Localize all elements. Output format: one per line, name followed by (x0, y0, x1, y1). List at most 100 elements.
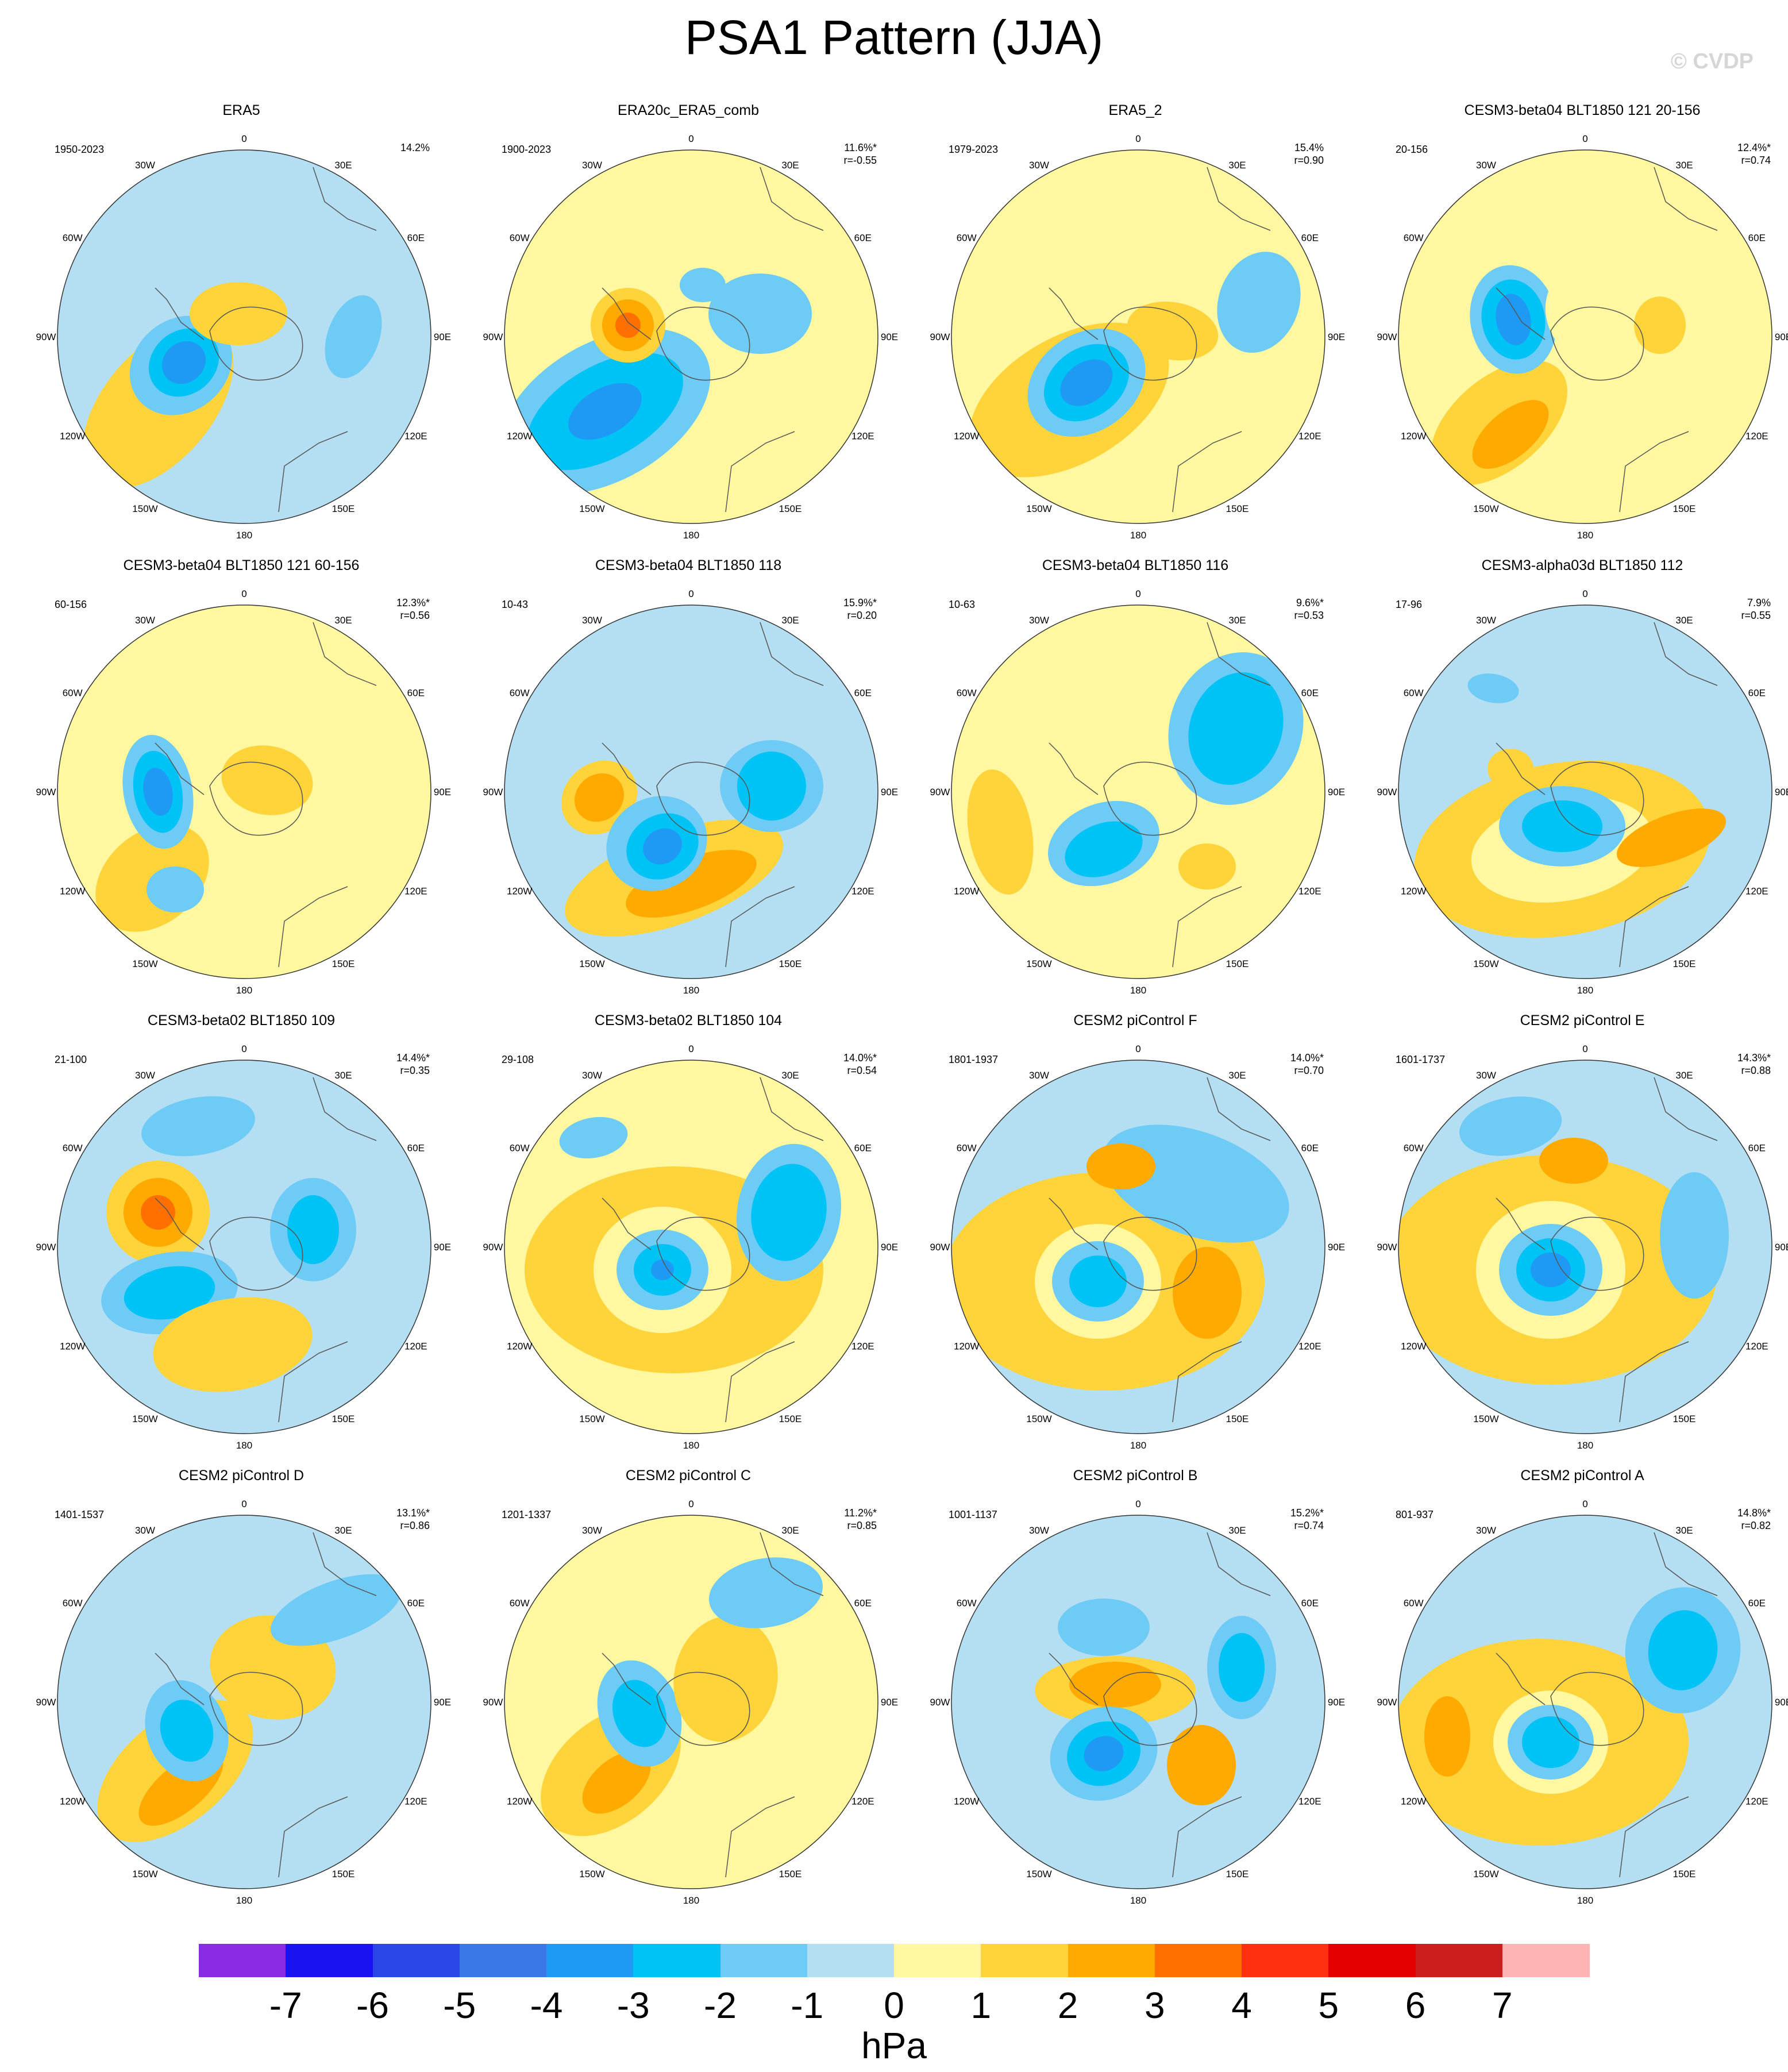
anomaly-contour (141, 1096, 255, 1157)
panel-pattern-correlation: r=0.88 (1741, 1065, 1771, 1076)
panel-pattern-correlation: r=-0.55 (843, 155, 877, 166)
longitude-label: 120E (1298, 886, 1321, 897)
coastline (1496, 167, 1718, 513)
polar-map: 0 30E 60E 90E 120E 150E 180 150W 120W 90W 60W 30W (1377, 1499, 1788, 1906)
longitude-label: 120W (1401, 431, 1426, 442)
panel-title: ERA5 (222, 102, 260, 118)
colorbar-units: hPa (861, 2025, 927, 2066)
longitude-label: 120E (1298, 1796, 1321, 1807)
anomaly-contour (287, 1195, 339, 1264)
panel-stats: 7.9% r=0.55 (1741, 596, 1771, 622)
panel-title: CESM2 piControl E (1520, 1012, 1645, 1029)
anomaly-contour (582, 1751, 651, 1814)
colorbar-tick-label: 4 (1231, 1985, 1252, 2026)
longitude-label: 60W (63, 1598, 83, 1609)
map-panel: ERA5_2 1979-2023 15.4% r=0.90 0 30E 60E 90E 120E… (923, 102, 1348, 550)
longitude-label: 60W (957, 1143, 977, 1154)
anomaly-contour (1127, 301, 1219, 361)
panel-title: ERA20c_ERA5_comb (618, 102, 759, 118)
map-panel: CESM3-beta02 BLT1850 104 29-108 14.0%* r=0.… (476, 1012, 901, 1461)
anomaly-contour (626, 850, 757, 918)
longitude-label: 120W (1401, 886, 1426, 897)
longitude-label: 90E (1328, 787, 1345, 798)
panel-pattern-correlation: r=0.53 (1294, 610, 1324, 621)
longitude-label: 120E (851, 886, 874, 897)
map-panel: CESM2 piControl D 1401-1537 13.1%* r=0.86 0 3… (29, 1468, 454, 1916)
longitude-label: 180 (1130, 985, 1146, 996)
longitude-label: 150E (779, 958, 802, 969)
map-boundary (57, 149, 431, 524)
longitude-label: 120W (954, 886, 979, 897)
anomaly-contour (1086, 1143, 1155, 1189)
longitude-label: 0 (1582, 133, 1587, 144)
longitude-label: 0 (1135, 588, 1140, 599)
panel-pattern-correlation: r=0.74 (1741, 155, 1771, 166)
longitude-label: 30E (1228, 615, 1246, 626)
longitude-label: 120W (954, 1796, 979, 1807)
anomaly-contour (270, 1574, 402, 1646)
longitude-label: 90E (881, 1697, 898, 1708)
coastline (155, 167, 377, 513)
longitude-label: 120E (851, 431, 874, 442)
anomaly-contour (568, 383, 642, 440)
longitude-label: 150E (779, 1869, 802, 1880)
longitude-label: 180 (683, 1895, 699, 1906)
panel-explained-variance: 14.8%* (1737, 1507, 1771, 1519)
longitude-label: 90E (1328, 332, 1345, 342)
panel-title: CESM2 piControl D (178, 1468, 305, 1484)
map-panel: CESM3-beta04 BLT1850 116 10-63 9.6%* r=0.53… (923, 557, 1348, 1006)
colorbar-tick-label: -2 (704, 1985, 737, 2026)
anomaly-contour (1069, 1255, 1127, 1307)
panel-years: 29-108 (502, 1054, 534, 1065)
map-boundary (57, 1060, 431, 1434)
map-boundary (504, 604, 878, 979)
panel-stats: 14.0%* r=0.70 (1290, 1052, 1324, 1077)
field-background (504, 150, 878, 523)
panel-years: 1401-1537 (55, 1509, 105, 1520)
polar-map: 0 30E 60E 90E 120E 150E 180 150W 120W 90W 60W 30W (1377, 588, 1788, 996)
longitude-label: 30E (334, 160, 352, 171)
panel-years: 1201-1337 (502, 1509, 552, 1520)
cvdp-watermark: © CVDP (1670, 49, 1754, 74)
panel-stats: 9.6%* r=0.53 (1294, 596, 1324, 622)
longitude-label: 90W (930, 332, 950, 342)
longitude-label: 120E (1745, 1796, 1768, 1807)
anomaly-contour (737, 752, 806, 821)
anomaly-contour (141, 1195, 175, 1230)
panel-explained-variance: 13.1%* (396, 1507, 430, 1519)
longitude-label: 180 (683, 1440, 699, 1451)
longitude-label: 90W (36, 332, 56, 342)
longitude-label: 90E (434, 1242, 451, 1253)
longitude-label: 180 (236, 985, 252, 996)
panel-years: 801-937 (1396, 1509, 1434, 1520)
panel-explained-variance: 9.6%* (1296, 597, 1324, 608)
panel-explained-variance: 15.9%* (843, 597, 877, 608)
longitude-label: 180 (1130, 1895, 1146, 1906)
longitude-label: 30E (781, 1525, 799, 1536)
anomaly-contour (559, 1116, 628, 1159)
colorbar-segment (459, 1944, 547, 1977)
panel-pattern-correlation: r=0.54 (847, 1065, 877, 1076)
longitude-label: 0 (1582, 588, 1587, 599)
colorbar-segment (807, 1944, 895, 1977)
longitude-label: 120E (851, 1796, 874, 1807)
longitude-label: 60E (854, 233, 872, 244)
longitude-label: 60E (1301, 1598, 1319, 1609)
longitude-label: 180 (1130, 530, 1146, 541)
longitude-label: 150E (332, 1414, 355, 1424)
colorbar-tick-label: -6 (356, 1985, 389, 2026)
longitude-label: 90W (483, 1697, 503, 1708)
longitude-label: 30W (1029, 1525, 1049, 1536)
anomaly-contour (124, 1266, 215, 1320)
longitude-label: 120E (1298, 1341, 1321, 1352)
longitude-label: 180 (1577, 1895, 1593, 1906)
longitude-label: 150W (132, 958, 157, 969)
longitude-label: 30W (1476, 160, 1496, 171)
longitude-label: 90W (1377, 1242, 1397, 1253)
anomaly-contour (1496, 294, 1531, 345)
longitude-label: 90W (1377, 787, 1397, 798)
longitude-label: 60W (1404, 233, 1424, 244)
panel-stats: 12.3%* r=0.56 (396, 596, 430, 622)
colorbar-segment (1068, 1944, 1155, 1977)
longitude-label: 60E (854, 1598, 872, 1609)
